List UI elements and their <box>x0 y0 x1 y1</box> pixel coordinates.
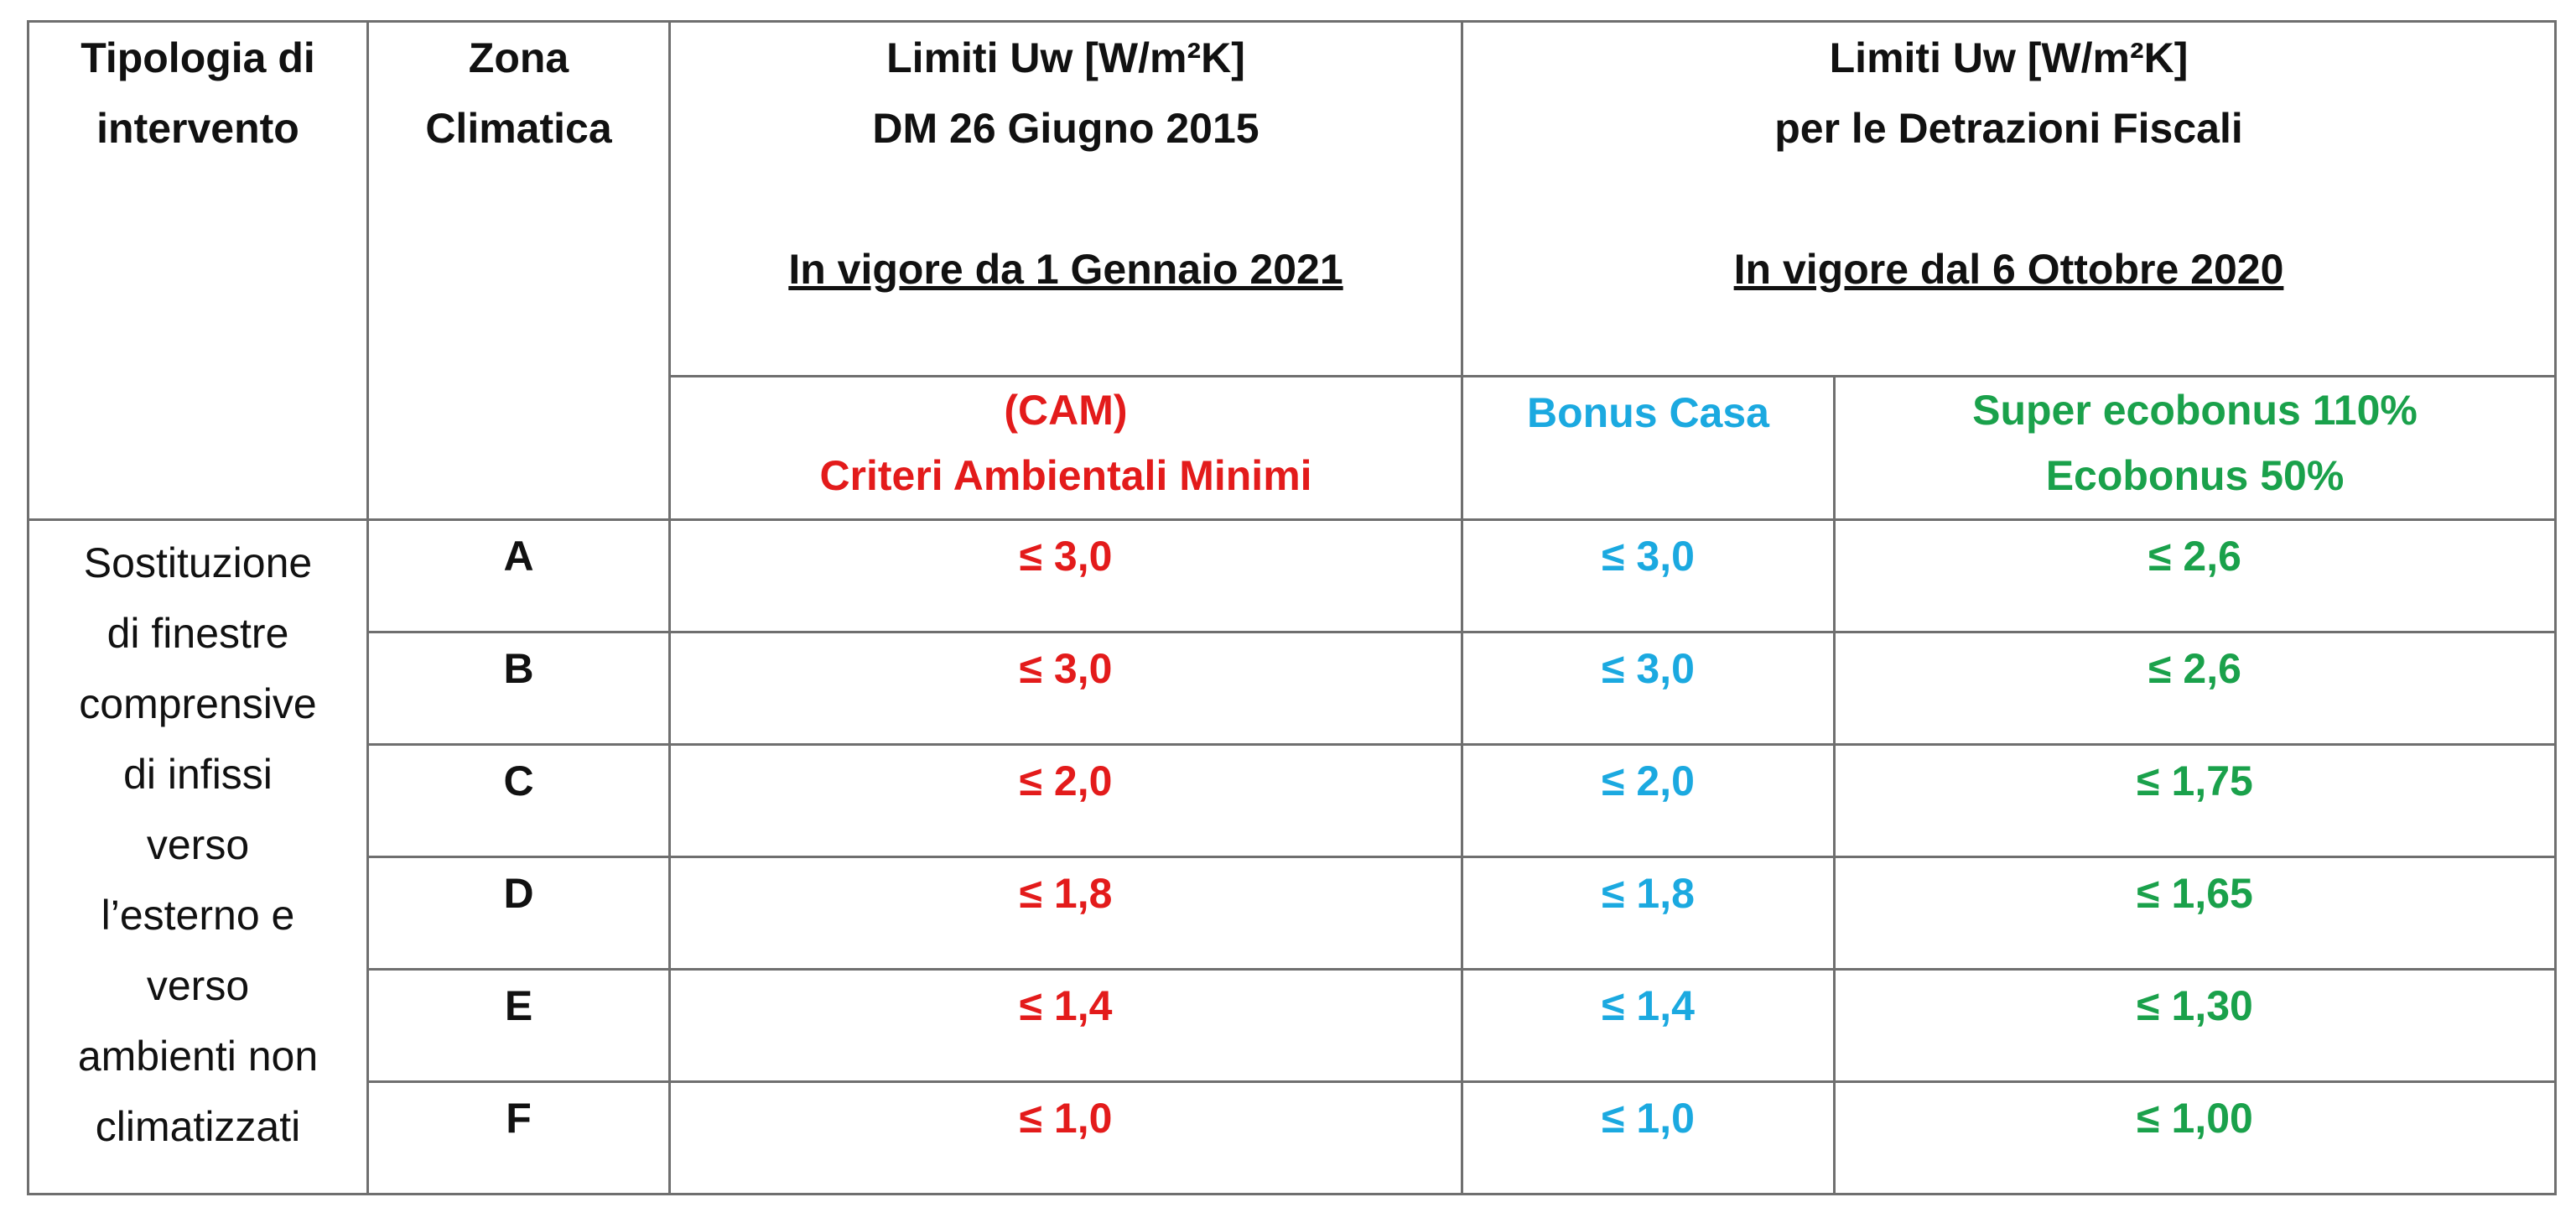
zona-cell: A <box>366 518 671 633</box>
header-zona: Zona Climatica <box>366 20 671 521</box>
subheader-row: (CAM) Criteri Ambientali Minimi Bonus Ca… <box>29 375 2558 521</box>
intervento-line: l’esterno e <box>101 892 295 939</box>
table-row: E ≤ 1,4 ≤ 1,4 ≤ 1,30 <box>29 968 2558 1083</box>
header-dm-date: In vigore da 1 Gennaio 2021 <box>788 246 1343 293</box>
cam-value: ≤ 2,0 <box>668 743 1463 858</box>
header-detrazioni: Limiti Uw [W/m²K] per le Detrazioni Fisc… <box>1460 20 2558 377</box>
zona-cell: B <box>366 631 671 746</box>
uw-limits-table: Tipologia di intervento Zona Climatica L… <box>27 20 2558 1195</box>
subheader-ecobonus-line: Super ecobonus 110% <box>1972 387 2418 434</box>
cam-value: ≤ 1,0 <box>668 1080 1463 1195</box>
bonus-casa-value: ≤ 1,8 <box>1461 856 1836 971</box>
table-row: Sostituzione di finestre comprensive di … <box>27 518 2558 1195</box>
cam-value: ≤ 1,8 <box>668 856 1463 971</box>
ecobonus-value: ≤ 1,30 <box>1832 968 2558 1083</box>
table-row: B ≤ 3,0 ≤ 3,0 ≤ 2,6 <box>29 631 2558 746</box>
ecobonus-value: ≤ 1,65 <box>1832 856 2558 971</box>
zona-cell: C <box>366 743 671 858</box>
intervento-line: ambienti non <box>77 1033 319 1080</box>
header-detrazioni-date: In vigore dal 6 Ottobre 2020 <box>1733 246 2284 293</box>
subheader-cam: (CAM) Criteri Ambientali Minimi <box>668 375 1463 521</box>
table-row: F ≤ 1,0 ≤ 1,0 ≤ 1,00 <box>29 1080 2558 1195</box>
intervento-line: comprensive <box>79 680 317 727</box>
subheader-cam-line: (CAM) <box>1004 387 1128 434</box>
header-row: Tipologia di intervento Zona Climatica L… <box>27 20 2558 521</box>
intervento-line: Sostituzione <box>83 539 313 586</box>
header-tipologia: Tipologia di intervento <box>27 20 369 521</box>
zona-cell: F <box>366 1080 671 1195</box>
header-dm-line: Limiti Uw [W/m²K] <box>886 34 1245 81</box>
intervento-line: verso <box>146 962 250 1009</box>
ecobonus-value: ≤ 1,75 <box>1832 743 2558 858</box>
bonus-casa-value: ≤ 1,0 <box>1461 1080 1836 1195</box>
table-row: D ≤ 1,8 ≤ 1,8 ≤ 1,65 <box>29 856 2558 971</box>
intervento-line: climatizzati <box>95 1103 301 1150</box>
table-row: C ≤ 2,0 ≤ 2,0 ≤ 1,75 <box>29 743 2558 858</box>
header-detrazioni-line: per le Detrazioni Fiscali <box>1774 105 2243 152</box>
intervento-cell: Sostituzione di finestre comprensive di … <box>27 518 369 1195</box>
bonus-casa-value: ≤ 3,0 <box>1461 518 1836 633</box>
zona-cell: E <box>366 968 671 1083</box>
zona-cell: D <box>366 856 671 971</box>
ecobonus-value: ≤ 1,00 <box>1832 1080 2558 1195</box>
subheader-bonus-casa: Bonus Casa <box>1461 375 1836 521</box>
header-dm-line: DM 26 Giugno 2015 <box>872 105 1259 152</box>
header-tipologia-line: intervento <box>96 105 299 152</box>
intervento-line: verso <box>146 821 250 868</box>
intervento-line: di finestre <box>106 610 289 657</box>
subheader-cam-line: Criteri Ambientali Minimi <box>819 452 1312 499</box>
ecobonus-value: ≤ 2,6 <box>1832 631 2558 746</box>
header-detrazioni-line: Limiti Uw [W/m²K] <box>1829 34 2189 81</box>
header-dm: Limiti Uw [W/m²K] DM 26 Giugno 2015 In v… <box>668 20 1463 377</box>
header-zona-line: Climatica <box>425 105 612 152</box>
bonus-casa-value: ≤ 3,0 <box>1461 631 1836 746</box>
ecobonus-value: ≤ 2,6 <box>1832 518 2558 633</box>
bonus-casa-value: ≤ 2,0 <box>1461 743 1836 858</box>
subheader-ecobonus-line: Ecobonus 50% <box>2045 452 2345 499</box>
cam-value: ≤ 3,0 <box>668 631 1463 746</box>
cam-value: ≤ 3,0 <box>668 518 1463 633</box>
cam-value: ≤ 1,4 <box>668 968 1463 1083</box>
bonus-casa-value: ≤ 1,4 <box>1461 968 1836 1083</box>
intervento-line: di infissi <box>123 751 273 798</box>
header-tipologia-line: Tipologia di <box>80 34 315 81</box>
header-zona-line: Zona <box>468 34 569 81</box>
subheader-ecobonus: Super ecobonus 110% Ecobonus 50% <box>1832 375 2558 521</box>
